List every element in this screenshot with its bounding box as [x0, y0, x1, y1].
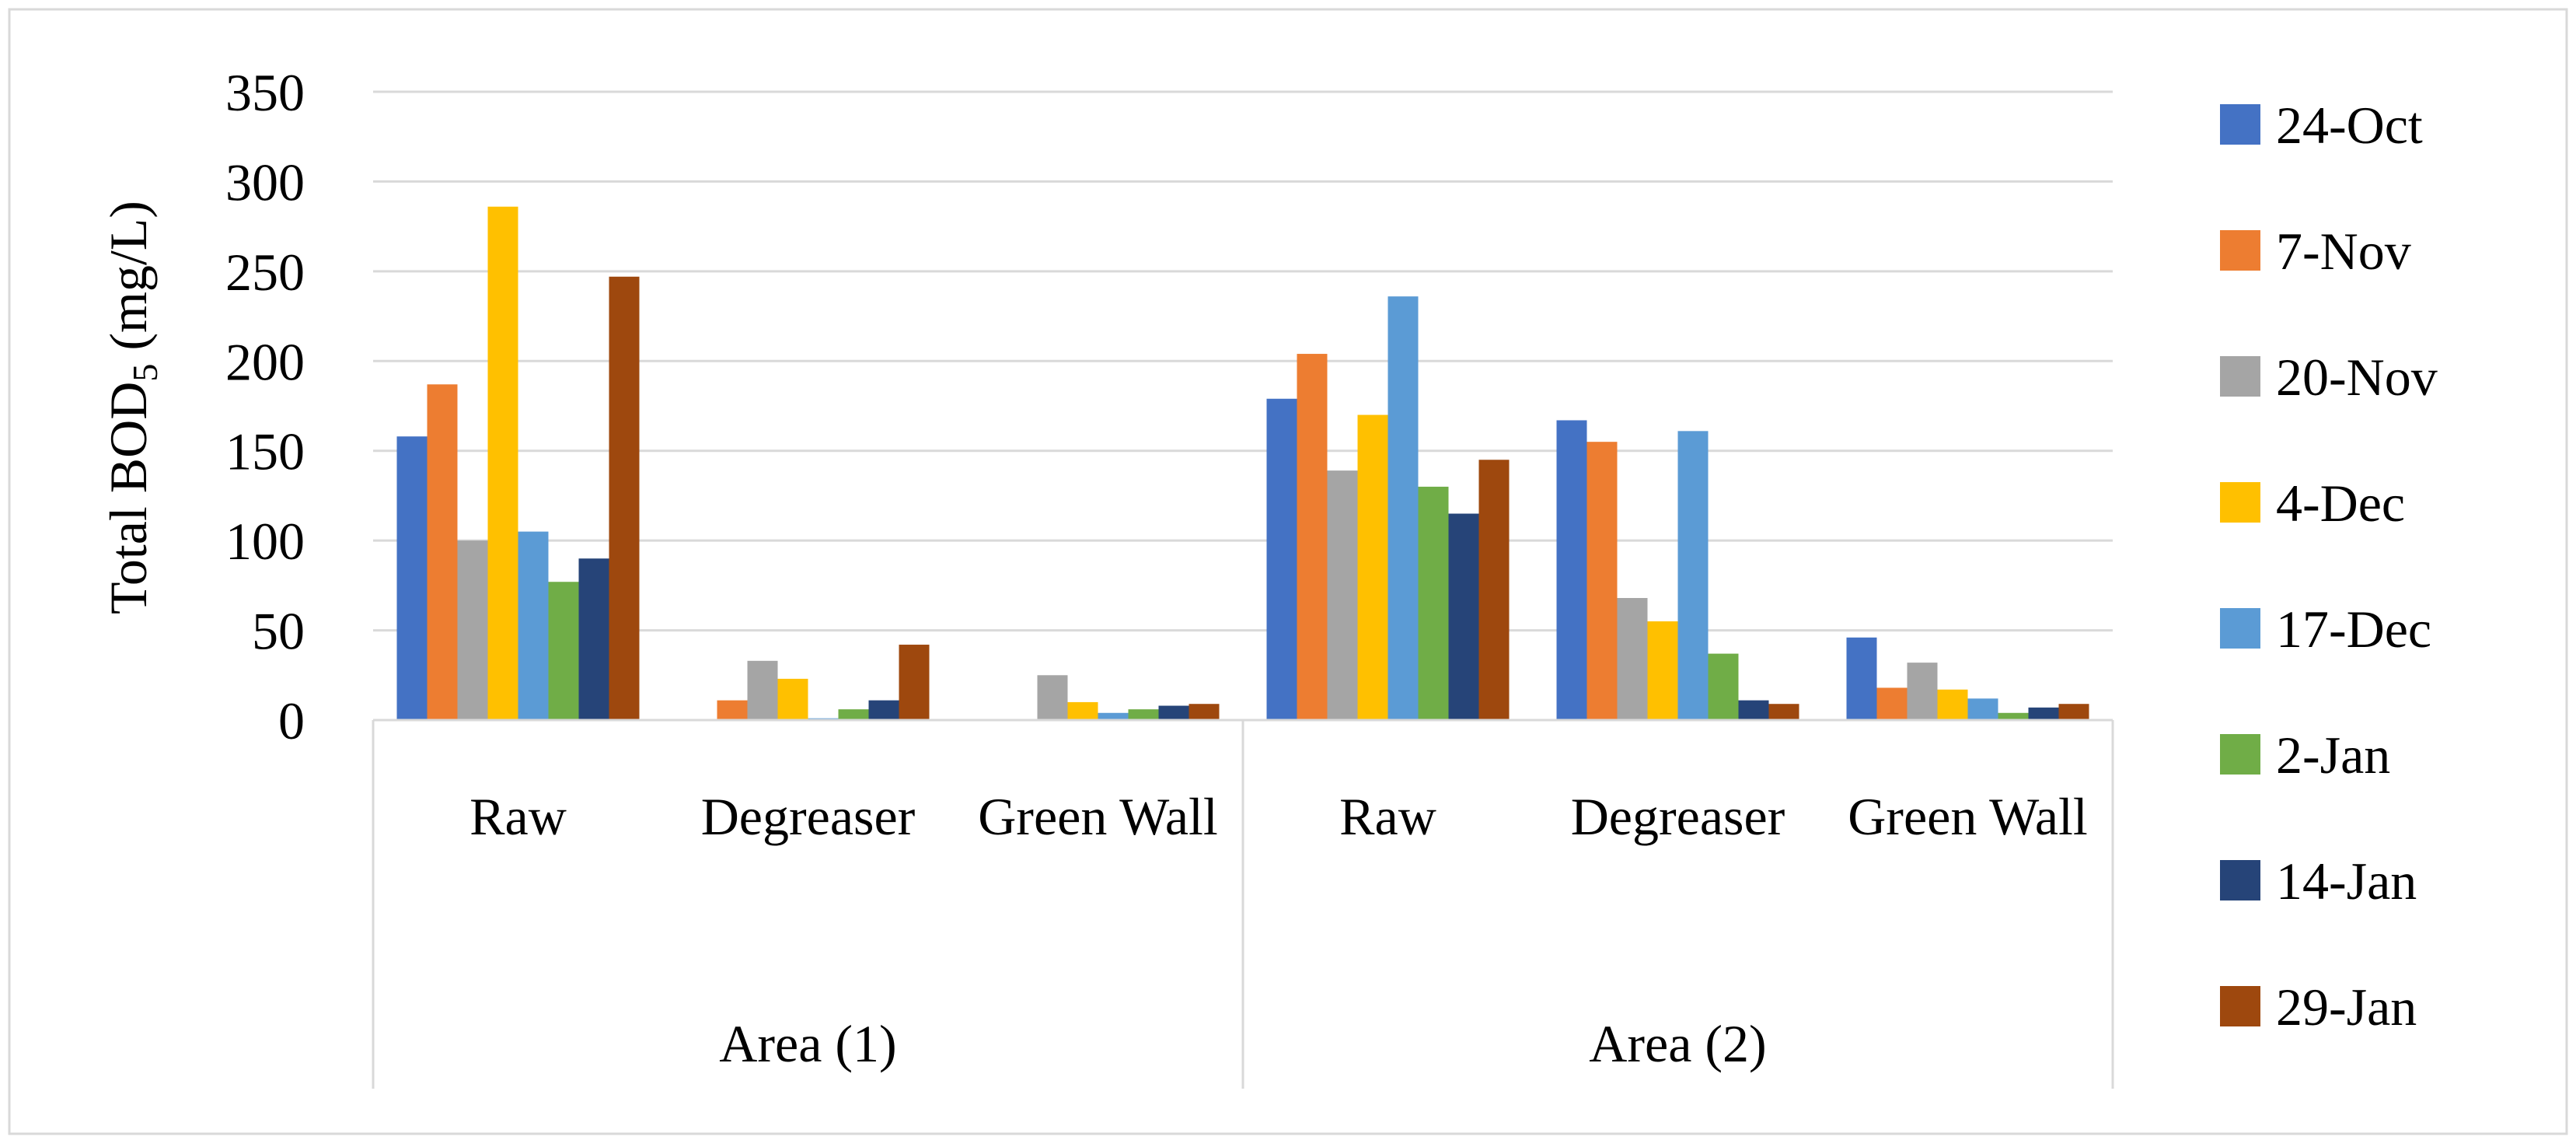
- y-tick-label: 200: [225, 332, 305, 391]
- bar: [1907, 663, 1938, 720]
- bar: [457, 540, 488, 720]
- bar: [1617, 598, 1648, 720]
- bar: [548, 582, 579, 720]
- bar: [838, 709, 869, 720]
- bar: [1876, 687, 1908, 720]
- gridlines: [373, 90, 2113, 632]
- bar: [1297, 354, 1328, 720]
- bar: [1387, 296, 1419, 721]
- bar: [609, 276, 640, 721]
- y-tick-label: 300: [225, 152, 305, 212]
- axes: [372, 719, 2114, 1089]
- legend-swatch: [2220, 482, 2260, 523]
- legend-swatch: [2220, 986, 2260, 1026]
- bar: [1677, 431, 1709, 720]
- bar: [899, 645, 930, 720]
- legend-label: 17-Dec: [2276, 600, 2431, 659]
- bar: [427, 384, 458, 720]
- bar: [1067, 701, 1098, 720]
- legend-swatch: [2220, 734, 2260, 775]
- y-tick-label: 0: [278, 691, 305, 750]
- legend-label: 24-Oct: [2276, 96, 2423, 155]
- legend-label: 2-Jan: [2276, 726, 2390, 785]
- y-tick-labels: 0 50 100 150 200 250 300 350: [225, 63, 305, 750]
- y-tick-label: 150: [225, 422, 305, 481]
- bar: [1189, 704, 1220, 720]
- legend: 24-Oct 7-Nov 20-Nov 4-Dec 17-Dec 2-Jan 14-Jan 2…: [2220, 96, 2438, 1037]
- legend-swatch: [2220, 860, 2260, 900]
- bar: [1998, 712, 2029, 720]
- bar: [1098, 712, 1129, 720]
- bar: [1158, 705, 1189, 720]
- bar: [1708, 653, 1739, 720]
- group-label: Area (1): [719, 1014, 896, 1073]
- legend-label: 29-Jan: [2276, 977, 2417, 1037]
- legend-label: 14-Jan: [2276, 852, 2417, 911]
- bar: [1586, 442, 1618, 720]
- bar: [1556, 420, 1587, 720]
- bar: [2058, 704, 2089, 720]
- y-tick-label: 50: [252, 602, 305, 661]
- bar: [777, 678, 808, 720]
- bar: [1327, 470, 1358, 720]
- y-axis-label-main: Total BOD: [99, 382, 158, 614]
- category-label: Green Wall: [978, 787, 1218, 846]
- bar: [1128, 709, 1159, 720]
- legend-label: 20-Nov: [2276, 348, 2438, 407]
- category-label: Raw: [1339, 787, 1436, 846]
- bar: [1738, 700, 1769, 720]
- bars: [396, 206, 2089, 721]
- group-label: Area (2): [1589, 1014, 1766, 1073]
- legend-swatch: [2220, 356, 2260, 397]
- y-tick-label: 250: [225, 243, 305, 302]
- bar: [1937, 689, 1968, 720]
- legend-swatch: [2220, 104, 2260, 145]
- legend-swatch: [2220, 230, 2260, 271]
- bar: [518, 531, 549, 720]
- bar: [1967, 698, 1998, 720]
- legend-label: 7-Nov: [2276, 222, 2411, 281]
- bar: [396, 436, 428, 720]
- bar: [747, 660, 778, 720]
- bar: [578, 558, 609, 720]
- y-tick-label: 350: [225, 63, 305, 122]
- bar: [1448, 513, 1479, 720]
- bar: [487, 206, 518, 721]
- bar: [1478, 460, 1510, 720]
- category-label: Raw: [469, 787, 567, 846]
- category-label: Degreaser: [1571, 787, 1785, 846]
- bar: [717, 700, 748, 720]
- y-axis-label: Total BOD5 (mg/L): [99, 201, 165, 614]
- bar: [1846, 637, 1877, 720]
- bar: [1418, 486, 1449, 720]
- category-label: Green Wall: [1848, 787, 2088, 846]
- legend-label: 4-Dec: [2276, 474, 2405, 533]
- x-category-labels: Raw Degreaser Green Wall Area (1) Raw Degreas…: [469, 787, 2088, 1073]
- legend-swatch: [2220, 608, 2260, 649]
- y-axis-label-suffix: (mg/L): [99, 201, 158, 364]
- y-axis-label-subscript: 5: [125, 364, 165, 382]
- category-label: Degreaser: [701, 787, 916, 846]
- y-tick-label: 100: [225, 512, 305, 571]
- bar: [868, 700, 899, 720]
- bar: [1357, 414, 1388, 720]
- bar: [1768, 704, 1799, 720]
- bar: [1266, 398, 1297, 720]
- bar: [1037, 675, 1068, 720]
- bar: [1647, 621, 1678, 720]
- bar: [2028, 707, 2059, 720]
